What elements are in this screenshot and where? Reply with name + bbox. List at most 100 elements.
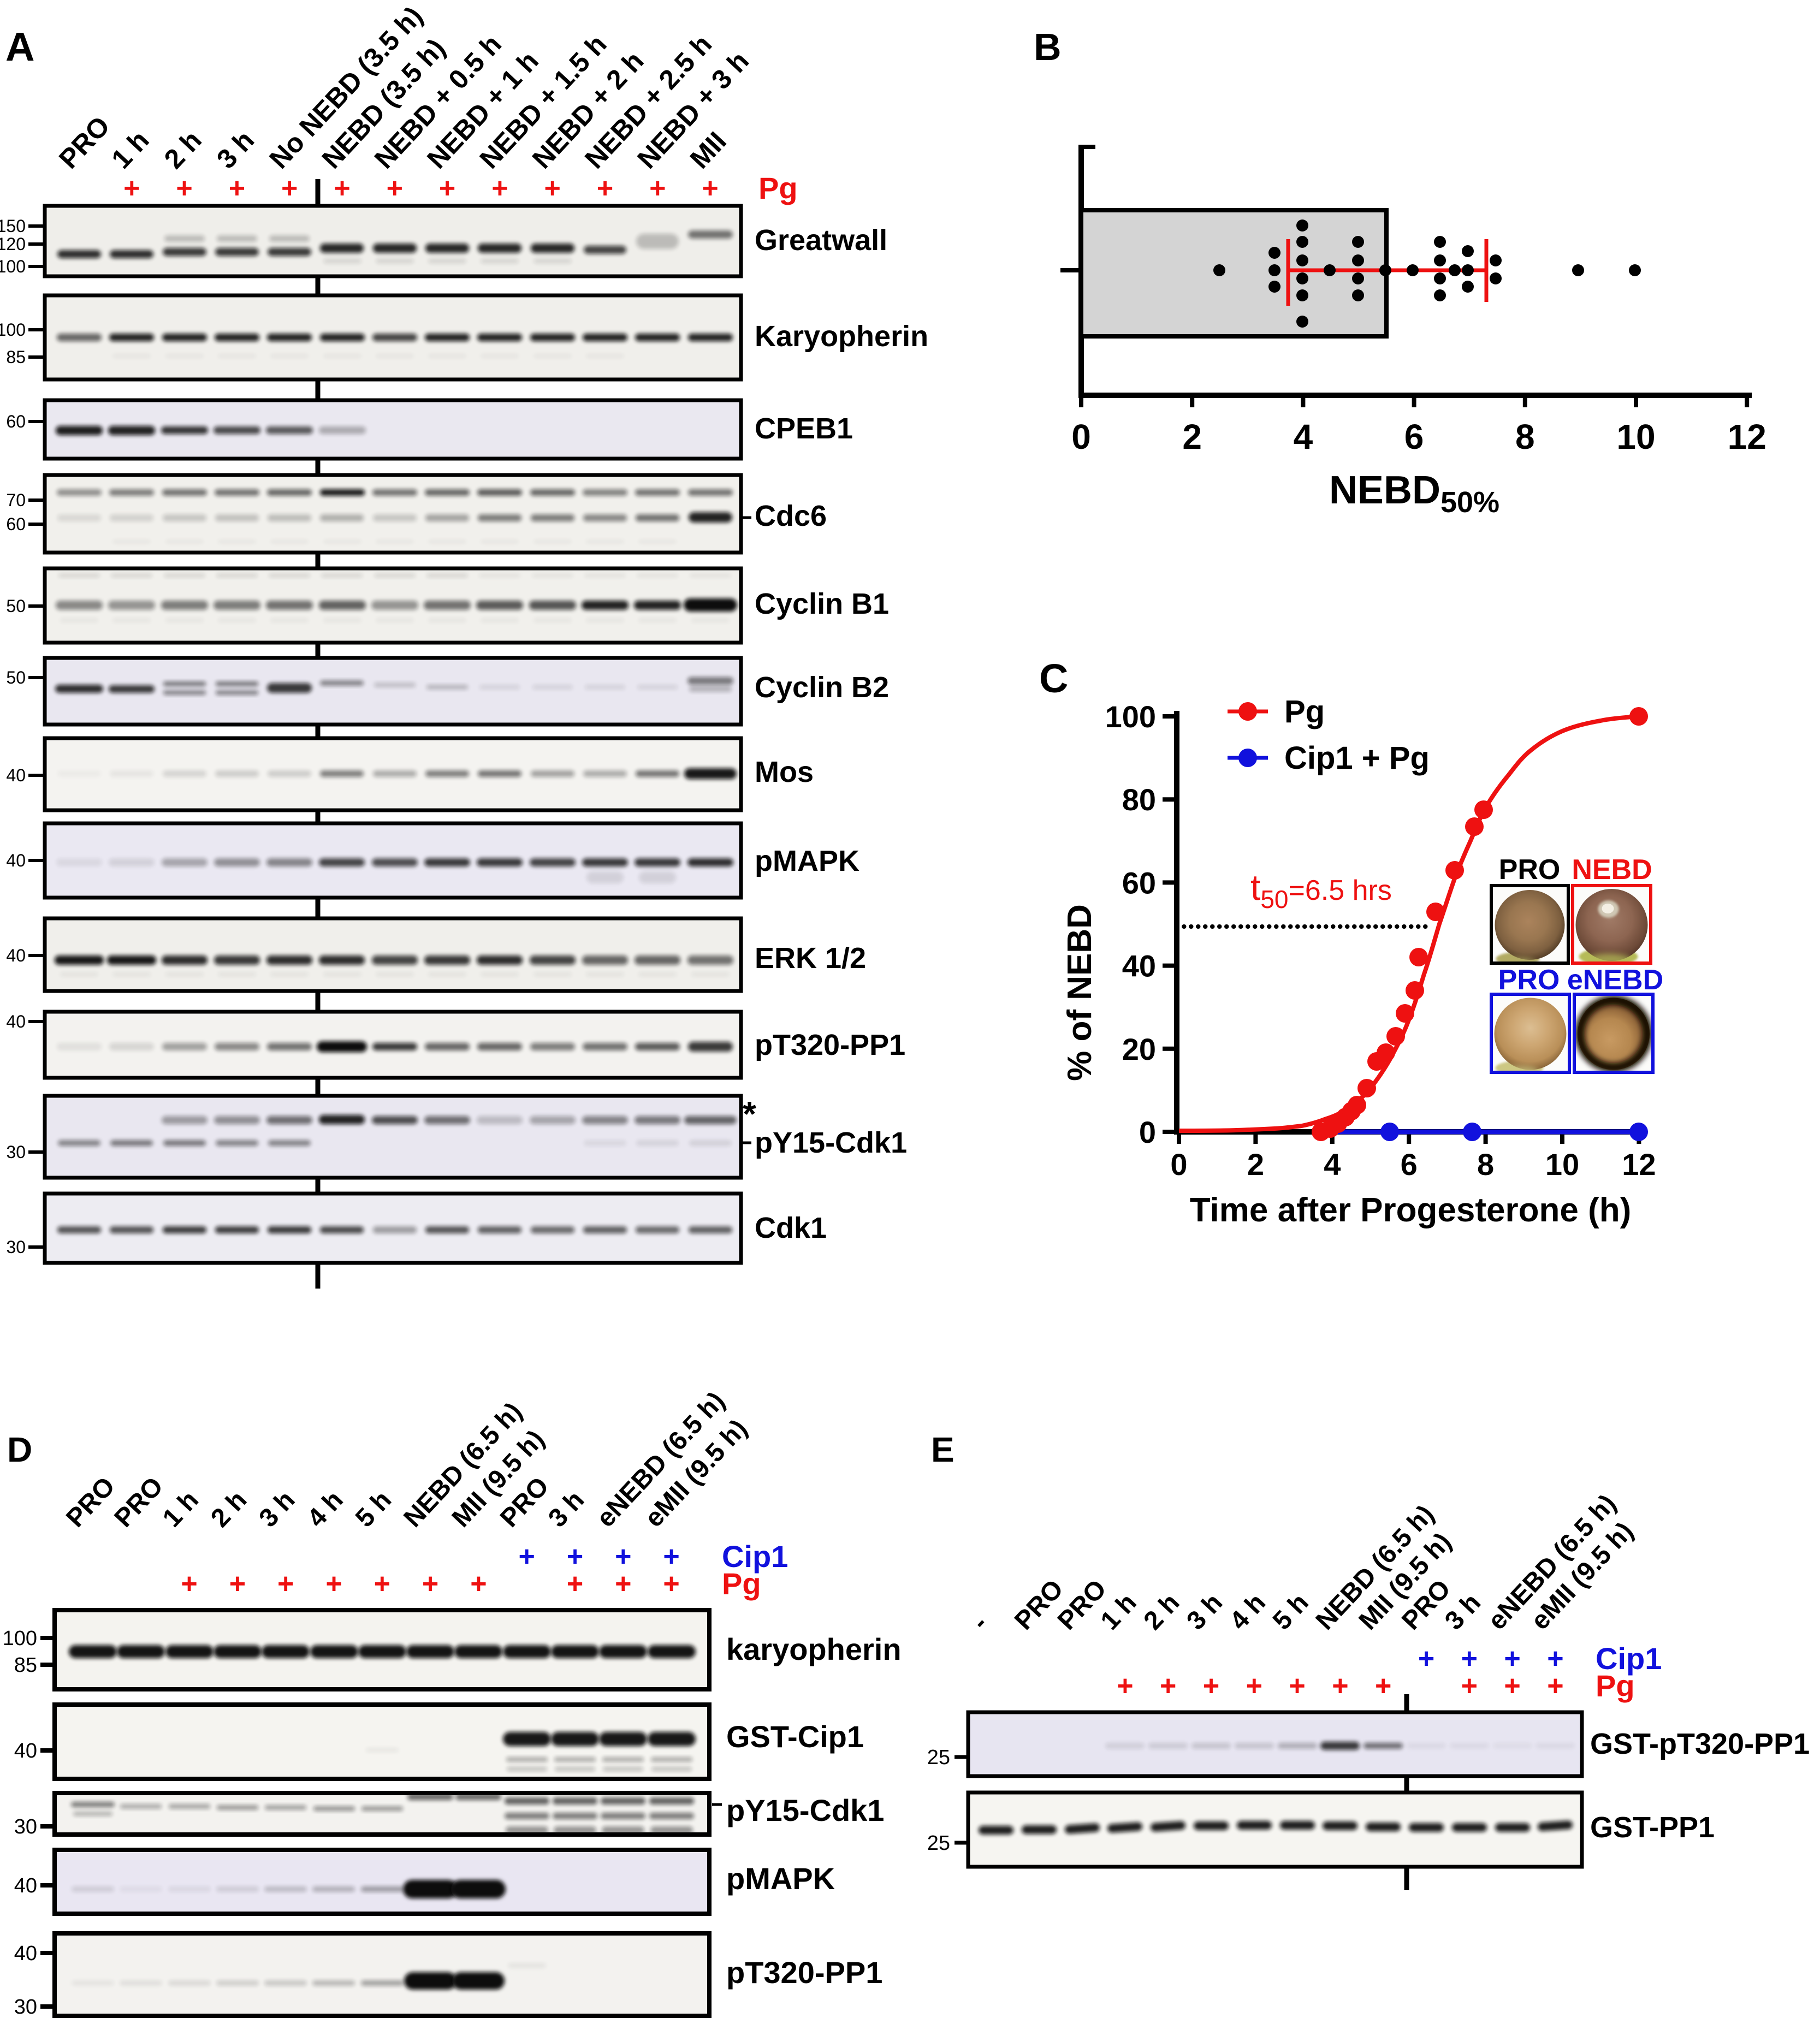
svg-text:+: + [1203, 1670, 1219, 1702]
svg-text:30: 30 [14, 1996, 37, 2019]
svg-text:4: 4 [1324, 1147, 1341, 1182]
svg-text:Cip1: Cip1 [722, 1539, 788, 1574]
svg-text:+: + [1246, 1670, 1262, 1702]
svg-text:+: + [1504, 1670, 1520, 1702]
svg-text:+: + [1547, 1643, 1563, 1675]
svg-text:6: 6 [1404, 417, 1424, 456]
svg-text:Cdc6: Cdc6 [755, 500, 827, 532]
svg-text:Cdk1: Cdk1 [755, 1212, 827, 1244]
svg-text:+: + [649, 173, 666, 204]
svg-text:40: 40 [6, 851, 26, 870]
svg-text:+: + [1289, 1670, 1305, 1702]
svg-text:10: 10 [1616, 417, 1655, 456]
svg-text:70: 70 [6, 490, 26, 510]
svg-text:8: 8 [1477, 1147, 1494, 1182]
svg-text:40: 40 [6, 1012, 26, 1031]
svg-text:60: 60 [6, 514, 26, 534]
svg-text:25: 25 [927, 1832, 950, 1855]
svg-text:30: 30 [6, 1237, 26, 1257]
svg-text:pMAPK: pMAPK [755, 845, 859, 877]
svg-text:40: 40 [6, 765, 26, 785]
svg-text:+: + [615, 1568, 631, 1600]
svg-text:Pg: Pg [1596, 1669, 1635, 1703]
svg-text:+: + [1504, 1643, 1520, 1675]
svg-text:40: 40 [1122, 949, 1156, 983]
svg-text:Greatwall: Greatwall [755, 224, 887, 257]
svg-text:+: + [281, 173, 298, 204]
svg-text:85: 85 [14, 1654, 37, 1677]
svg-text:100: 100 [3, 1627, 37, 1650]
svg-text:B: B [1034, 26, 1062, 68]
svg-text:% of NEBD: % of NEBD [1061, 904, 1099, 1081]
svg-text:Time after Progesterone (h): Time after Progesterone (h) [1190, 1191, 1631, 1229]
svg-text:pY15-Cdk1: pY15-Cdk1 [726, 1793, 884, 1827]
svg-text:+: + [374, 1568, 390, 1600]
svg-text:+: + [229, 1568, 246, 1600]
svg-text:85: 85 [6, 347, 26, 367]
svg-text:+: + [544, 173, 561, 204]
svg-text:100: 100 [0, 257, 26, 276]
svg-text:t50=6.5 hrs: t50=6.5 hrs [1250, 867, 1392, 913]
svg-text:12: 12 [1622, 1147, 1656, 1182]
svg-text:Cyclin B2: Cyclin B2 [755, 671, 889, 704]
svg-text:30: 30 [14, 1815, 37, 1838]
svg-text:A: A [5, 24, 34, 69]
svg-text:60: 60 [6, 412, 26, 431]
svg-text:C: C [1039, 656, 1068, 701]
svg-text:50: 50 [6, 596, 26, 616]
svg-text:+: + [325, 1568, 342, 1600]
svg-text:12: 12 [1728, 417, 1766, 456]
svg-text:25: 25 [927, 1746, 950, 1769]
svg-text:+: + [519, 1541, 535, 1572]
svg-text:ERK 1/2: ERK 1/2 [755, 942, 866, 975]
svg-text:+: + [1117, 1670, 1133, 1702]
svg-text:6: 6 [1401, 1147, 1418, 1182]
svg-text:+: + [702, 173, 718, 204]
svg-text:150: 150 [0, 216, 26, 236]
svg-text:Mos: Mos [755, 756, 814, 788]
svg-text:0: 0 [1170, 1147, 1187, 1182]
svg-text:+: + [181, 1568, 197, 1600]
svg-text:+: + [491, 173, 508, 204]
svg-text:40: 40 [6, 946, 26, 965]
svg-text:40: 40 [14, 1740, 37, 1762]
svg-text:+: + [422, 1568, 438, 1600]
svg-text:+: + [387, 173, 403, 204]
svg-text:pT320-PP1: pT320-PP1 [755, 1029, 905, 1061]
svg-text:100: 100 [0, 320, 26, 340]
svg-text:0: 0 [1139, 1115, 1156, 1149]
svg-text:pMAPK: pMAPK [726, 1861, 835, 1896]
svg-text:GST-Cip1: GST-Cip1 [726, 1719, 864, 1754]
svg-text:eNEBD: eNEBD [1567, 964, 1663, 996]
svg-text:40: 40 [14, 1874, 37, 1897]
svg-text:E: E [931, 1430, 955, 1469]
svg-text:+: + [334, 173, 350, 204]
svg-text:60: 60 [1122, 865, 1156, 900]
svg-text:0: 0 [1071, 417, 1091, 456]
svg-text:PRO: PRO [1499, 854, 1561, 886]
svg-text:30: 30 [6, 1142, 26, 1162]
svg-text:120: 120 [0, 234, 26, 254]
svg-text:pY15-Cdk1: pY15-Cdk1 [755, 1126, 907, 1159]
svg-text:+: + [615, 1541, 631, 1572]
svg-text:2: 2 [1182, 417, 1202, 456]
svg-text:8: 8 [1515, 417, 1535, 456]
svg-text:+: + [597, 173, 613, 204]
svg-text:+: + [567, 1568, 583, 1600]
svg-text:pT320-PP1: pT320-PP1 [726, 1955, 882, 1990]
svg-text:+: + [663, 1568, 679, 1600]
svg-text:Pg: Pg [722, 1566, 761, 1601]
svg-text:10: 10 [1545, 1147, 1579, 1182]
svg-text:+: + [663, 1541, 679, 1572]
svg-text:+: + [176, 173, 192, 204]
svg-text:+: + [1375, 1670, 1391, 1702]
svg-text:karyopherin: karyopherin [726, 1632, 902, 1666]
svg-text:80: 80 [1122, 782, 1156, 817]
svg-text:*: * [743, 1094, 756, 1133]
svg-text:Cip1: Cip1 [1596, 1641, 1662, 1676]
svg-text:GST-PP1: GST-PP1 [1590, 1811, 1715, 1844]
svg-text:D: D [7, 1430, 32, 1469]
svg-text:2: 2 [1247, 1147, 1264, 1182]
svg-text:+: + [470, 1568, 487, 1600]
svg-text:20: 20 [1122, 1032, 1156, 1066]
